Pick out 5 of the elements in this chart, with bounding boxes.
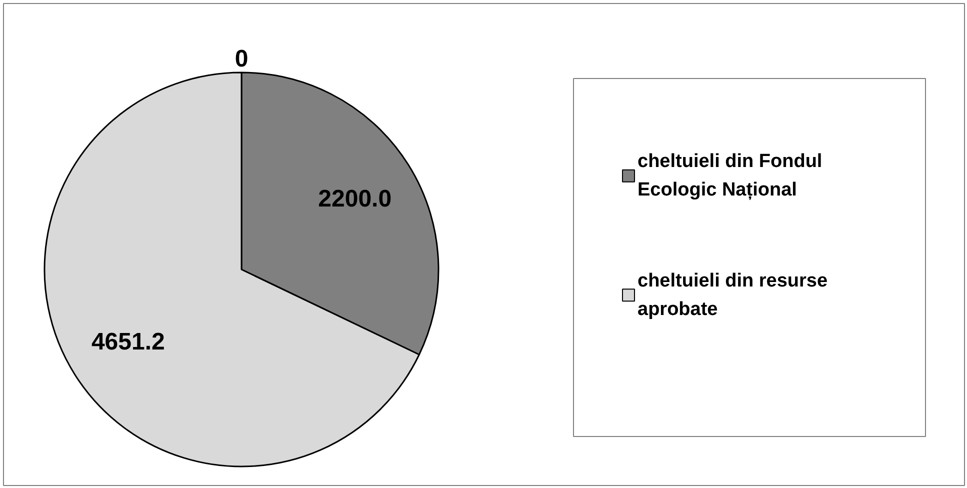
- legend-label: cheltuieli din resurse aprobate: [638, 270, 828, 320]
- data-label: 2200.0: [318, 186, 392, 213]
- text: 0: [234, 46, 248, 72]
- data-label: 4651.2: [91, 328, 165, 356]
- legend-label: cheltuieli din Fondul Ecologic Național: [638, 151, 822, 201]
